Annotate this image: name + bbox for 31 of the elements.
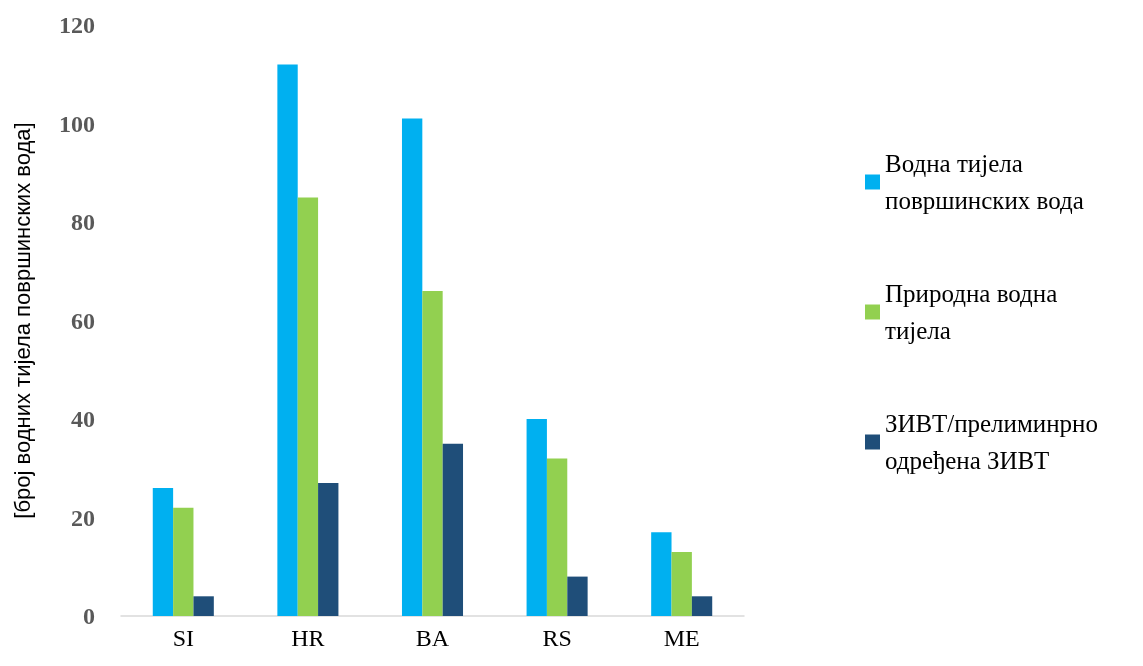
x-tick-label: HR [291,625,325,651]
bar [193,596,214,616]
legend-label: Природна водна тијела [885,280,1058,344]
bar [691,596,713,616]
y-tick-label: 100 [59,110,95,137]
x-tick-label: SI [172,625,194,651]
x-tick-label: ME [663,625,700,651]
legend-label: ЗИВТ/прелиминрно одређена ЗИВТ [885,410,1098,474]
bar [546,458,568,616]
legend-label: Водна тијела површинских вода [885,150,1084,214]
bar [442,443,464,616]
bar [277,64,298,616]
bar [401,118,423,616]
y-tick-label: 60 [71,307,95,334]
y-tick-label: 120 [59,12,95,38]
y-tick-label: 80 [71,209,95,235]
y-tick-label: 0 [83,603,95,629]
y-axis-title: [број водних тијела површинских вода] [9,122,35,519]
x-tick-label: RS [542,625,572,651]
bar [567,576,588,616]
bar [152,487,174,616]
x-tick-label: BA [415,625,450,651]
bar [671,551,692,616]
bar [297,197,319,616]
bar [318,483,339,616]
bar [526,419,547,616]
bar [422,290,443,616]
y-tick-label: 40 [71,406,95,432]
bar [651,532,672,616]
y-tick-label: 20 [71,504,95,531]
bar [173,507,194,616]
